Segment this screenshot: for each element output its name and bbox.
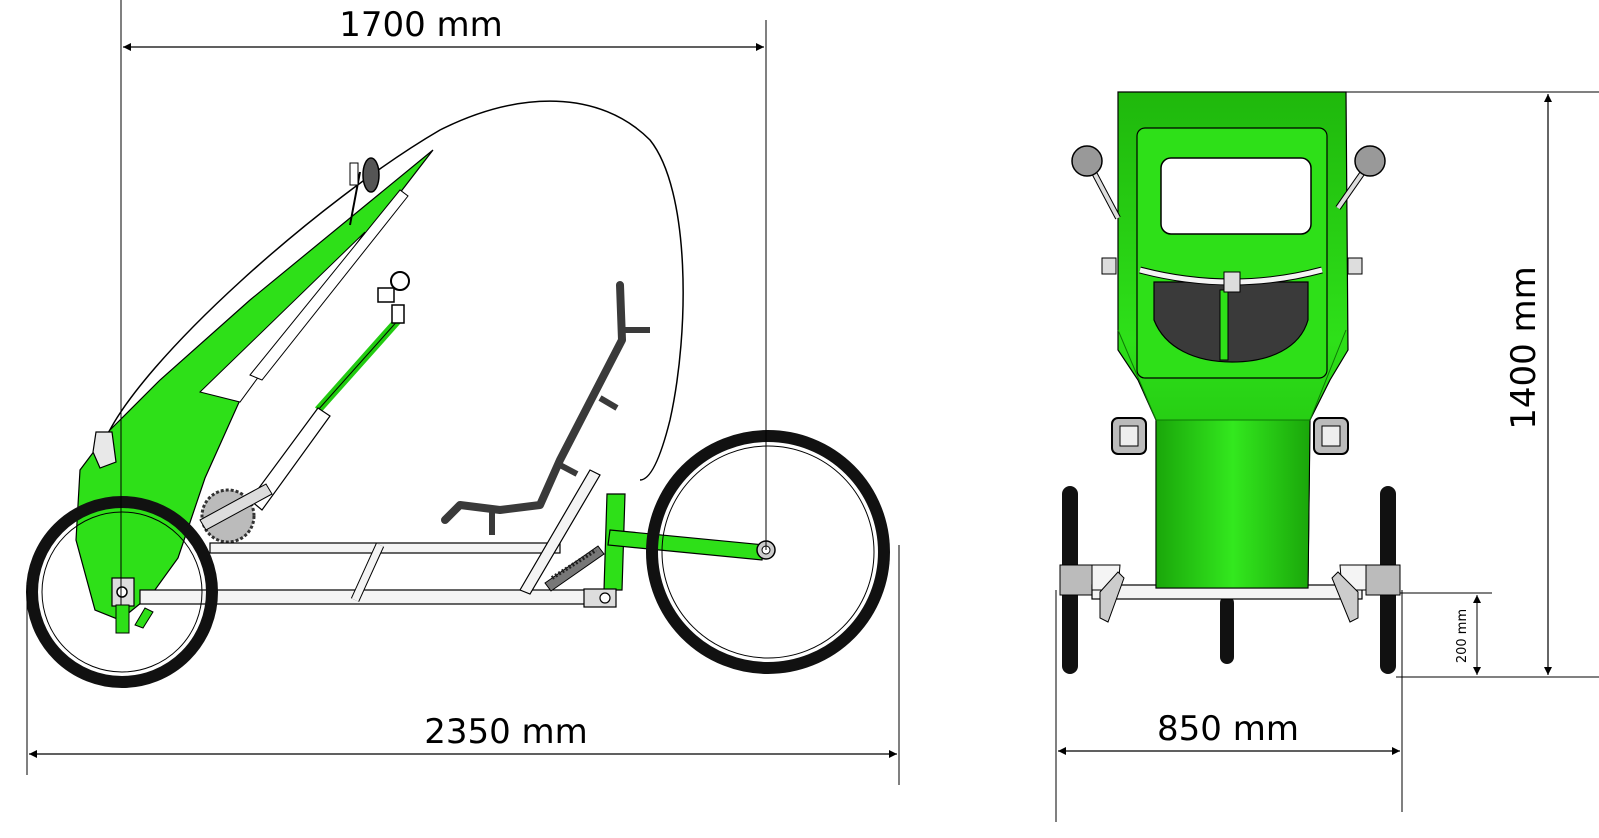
- mirror-icon: [362, 157, 380, 193]
- nose-fairing: [75, 149, 434, 621]
- right-mirror-icon: [1354, 145, 1386, 177]
- front-wheel-tire: [26, 496, 218, 688]
- frame-rail-upper: [209, 542, 561, 554]
- wheelbase-label: 1700 mm: [339, 5, 503, 45]
- front-hub-icon: [116, 586, 128, 598]
- ground-clearance-label: 200 mm: [1455, 609, 1470, 663]
- front-view: 850 mm 1400 mm 200 mm: [1055, 91, 1599, 822]
- handlebar-grip-icon: [390, 271, 410, 291]
- rear-wheel-tire: [646, 430, 890, 674]
- center-wheel-tire: [1220, 596, 1234, 664]
- overall-height-label: 1400 mm: [1504, 266, 1544, 430]
- fairing-strip: [249, 189, 409, 381]
- seat-frame: [441, 281, 626, 524]
- overall-width-label: 850 mm: [1157, 709, 1299, 749]
- front-window: [1160, 157, 1312, 235]
- side-view: 1700 mm 2350 mm: [26, 0, 900, 785]
- overall-length-label: 2350 mm: [424, 712, 588, 752]
- left-mirror-icon: [1071, 145, 1103, 177]
- headlight-icon: [92, 431, 117, 469]
- cockpit-opening: [1153, 281, 1309, 363]
- shock-absorber-icon: [544, 545, 605, 592]
